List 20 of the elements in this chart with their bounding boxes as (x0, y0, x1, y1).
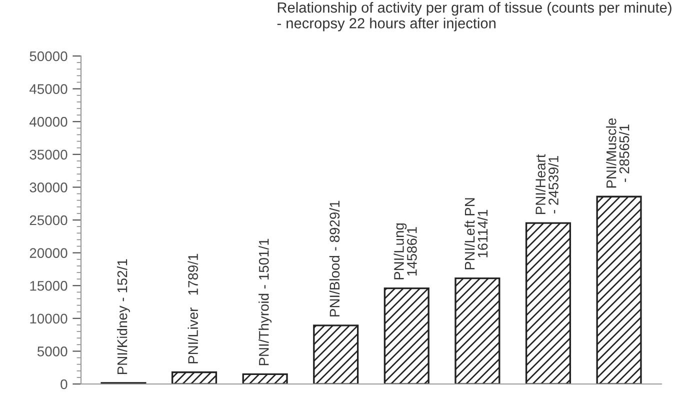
y-tick-label: 20000 (30, 248, 68, 258)
data-label: PNI/Left PN 16114/1 (464, 198, 488, 270)
data-label: PNI/Kidney - 152/1 (117, 259, 130, 374)
data-label: PNI/Heart - 24539/1 (535, 154, 558, 214)
data-label: PNI/Lung 14586/1 (394, 223, 417, 280)
y-tick-label: 5000 (37, 346, 68, 356)
y-tick-label: 45000 (30, 84, 68, 94)
data-label: PNI/Muscle - 28565/1 (606, 118, 630, 188)
y-tick-label: 30000 (30, 182, 68, 192)
y-tick-label: 40000 (30, 116, 68, 127)
y-tick-label: 35000 (30, 150, 68, 160)
chart-title: Relationship of activity per gram of tissue (counts per minute) - necropsy 22 hours after injection (277, 2, 672, 32)
data-label: PNI/Blood - 8929/1 (329, 200, 340, 316)
y-tick-label: 50000 (30, 51, 68, 62)
data-label: PNI/Thyroid - 1501/1 (258, 238, 272, 366)
y-tick-label: 10000 (30, 314, 68, 324)
y-tick-label: 0 (60, 379, 68, 390)
y-tick-label: 25000 (30, 215, 68, 226)
y-tick-label: 15000 (30, 280, 68, 291)
data-label: PNI/Liver 1789/1 (188, 254, 198, 364)
